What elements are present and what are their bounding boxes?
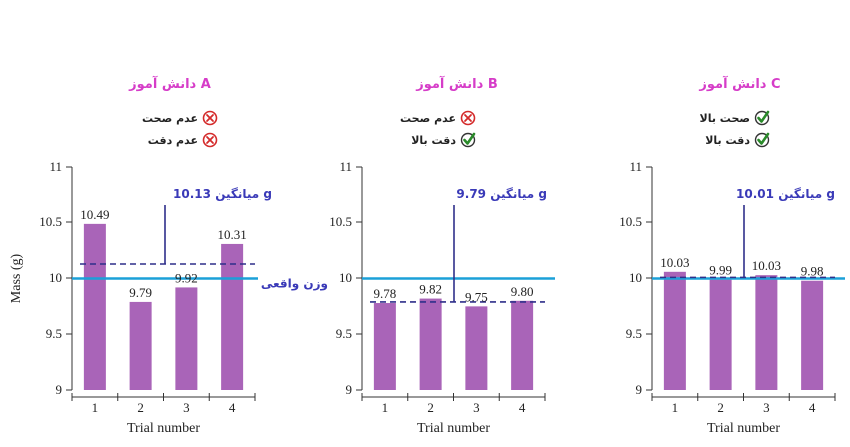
mean-label: میانگین 9.79 g [456, 187, 547, 201]
cross-icon-circle [202, 132, 218, 148]
bar [175, 287, 198, 390]
check-icon-circle [754, 132, 770, 148]
cross-icon [202, 132, 218, 148]
status-text: عدم دقت [148, 134, 198, 147]
check-icon-circle [754, 110, 770, 126]
bar [221, 243, 244, 390]
bar-value-label: 9.82 [419, 282, 442, 297]
x-tick-label: 2 [137, 400, 144, 415]
status-text: صحت بالا [700, 112, 750, 125]
panel-title: دانش آموز B [415, 75, 498, 92]
cross-icon-mark [206, 114, 214, 122]
x-tick-label: 1 [92, 400, 99, 415]
panel-title: دانش آموز A [128, 75, 211, 92]
x-axis-title: Trial number [127, 421, 200, 436]
bar [129, 301, 152, 390]
cross-icon [460, 110, 476, 126]
bar-value-label: 9.75 [465, 289, 488, 304]
y-tick-label: 11 [339, 159, 352, 174]
x-tick-label: 3 [763, 400, 770, 415]
y-tick-label: 9 [346, 382, 353, 397]
chart-panel: دانش آموز C صحت بالا دقت بالا 9 9.5 10 10.5 11 م… [619, 75, 845, 436]
check-icon [460, 132, 476, 148]
cross-icon-circle [460, 110, 476, 126]
x-tick-label: 1 [672, 400, 679, 415]
y-tick-label: 9.5 [46, 326, 62, 341]
cross-icon-circle [202, 110, 218, 126]
bar-value-label: 10.49 [80, 207, 109, 222]
bar [709, 279, 732, 390]
bar [511, 300, 534, 390]
x-tick-label: 4 [809, 400, 816, 415]
cross-icon [202, 110, 218, 126]
mean-label: میانگین 10.01 g [736, 187, 835, 201]
bar [801, 280, 824, 390]
y-tick-label: 11 [49, 159, 62, 174]
y-tick-label: 10.5 [329, 214, 352, 229]
x-tick-label: 2 [717, 400, 724, 415]
y-tick-label: 11 [629, 159, 642, 174]
x-axis-title: Trial number [417, 421, 490, 436]
true-value-label: وزن واقعی [261, 277, 328, 292]
chart-panel: دانش آموز A عدم صحت عدم دقت 9 9.5 10 10.5 11 میا… [9, 75, 328, 436]
bar-value-label: 9.98 [801, 264, 824, 279]
y-tick-label: 10 [339, 270, 352, 285]
bar-value-label: 9.78 [374, 286, 397, 301]
check-icon-mark [757, 132, 770, 145]
y-tick-label: 10.5 [619, 214, 642, 229]
x-axis-title: Trial number [707, 421, 780, 436]
bar-value-label: 9.79 [129, 285, 152, 300]
bar-value-label: 10.03 [660, 255, 689, 270]
y-tick-label: 9 [56, 382, 63, 397]
status-text: عدم صحت [142, 112, 198, 125]
status-text: دقت بالا [705, 134, 750, 147]
bar [755, 275, 778, 390]
x-tick-label: 4 [229, 400, 236, 415]
status-text: دقت بالا [411, 134, 456, 147]
bar [83, 223, 106, 390]
check-icon [754, 110, 770, 126]
bar-value-label: 9.99 [709, 263, 732, 278]
y-tick-label: 9.5 [336, 326, 352, 341]
bar-value-label: 9.92 [175, 270, 198, 285]
bar-value-label: 10.31 [218, 227, 247, 242]
y-axis-title: Mass (g) [9, 253, 24, 303]
x-tick-label: 3 [473, 400, 480, 415]
y-tick-label: 10 [49, 270, 62, 285]
bar [419, 298, 442, 390]
bar [465, 306, 488, 390]
y-tick-label: 10.5 [39, 214, 62, 229]
bar [663, 271, 686, 390]
x-tick-label: 4 [519, 400, 526, 415]
bar-value-label: 10.03 [752, 258, 781, 273]
panel-title: دانش آموز C [698, 75, 780, 92]
y-tick-label: 10 [629, 270, 642, 285]
x-tick-label: 1 [382, 400, 389, 415]
cross-icon-mark [206, 136, 214, 144]
cross-icon-mark [464, 114, 472, 122]
x-tick-label: 3 [183, 400, 190, 415]
status-text: عدم صحت [400, 112, 456, 125]
y-tick-label: 9.5 [626, 326, 642, 341]
check-icon-circle [460, 132, 476, 148]
check-icon-mark [463, 132, 476, 145]
bar [373, 303, 396, 390]
check-icon-mark [757, 110, 770, 123]
bar-value-label: 9.80 [511, 284, 534, 299]
check-icon [754, 132, 770, 148]
x-tick-label: 2 [427, 400, 434, 415]
y-tick-label: 9 [636, 382, 643, 397]
chart-panel: دانش آموز B عدم صحت دقت بالا 9 9.5 10 10.5 11 می… [329, 75, 555, 436]
mean-label: میانگین 10.13 g [173, 187, 272, 201]
